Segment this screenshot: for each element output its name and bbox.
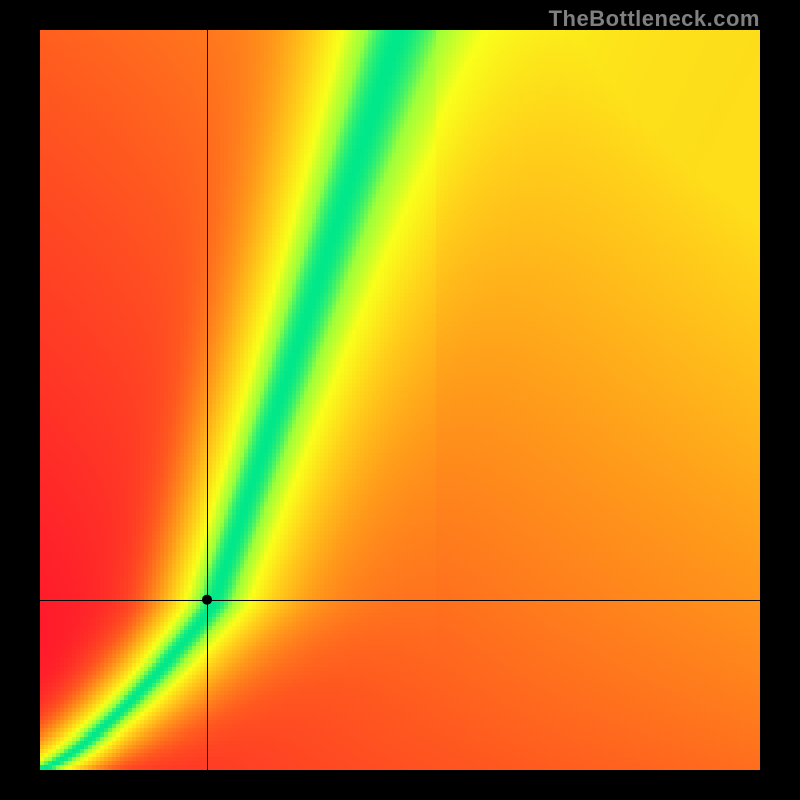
watermark-text: TheBottleneck.com — [549, 6, 760, 32]
heatmap-canvas — [40, 30, 760, 770]
chart-container: TheBottleneck.com — [0, 0, 800, 800]
heatmap-plot — [40, 30, 760, 770]
